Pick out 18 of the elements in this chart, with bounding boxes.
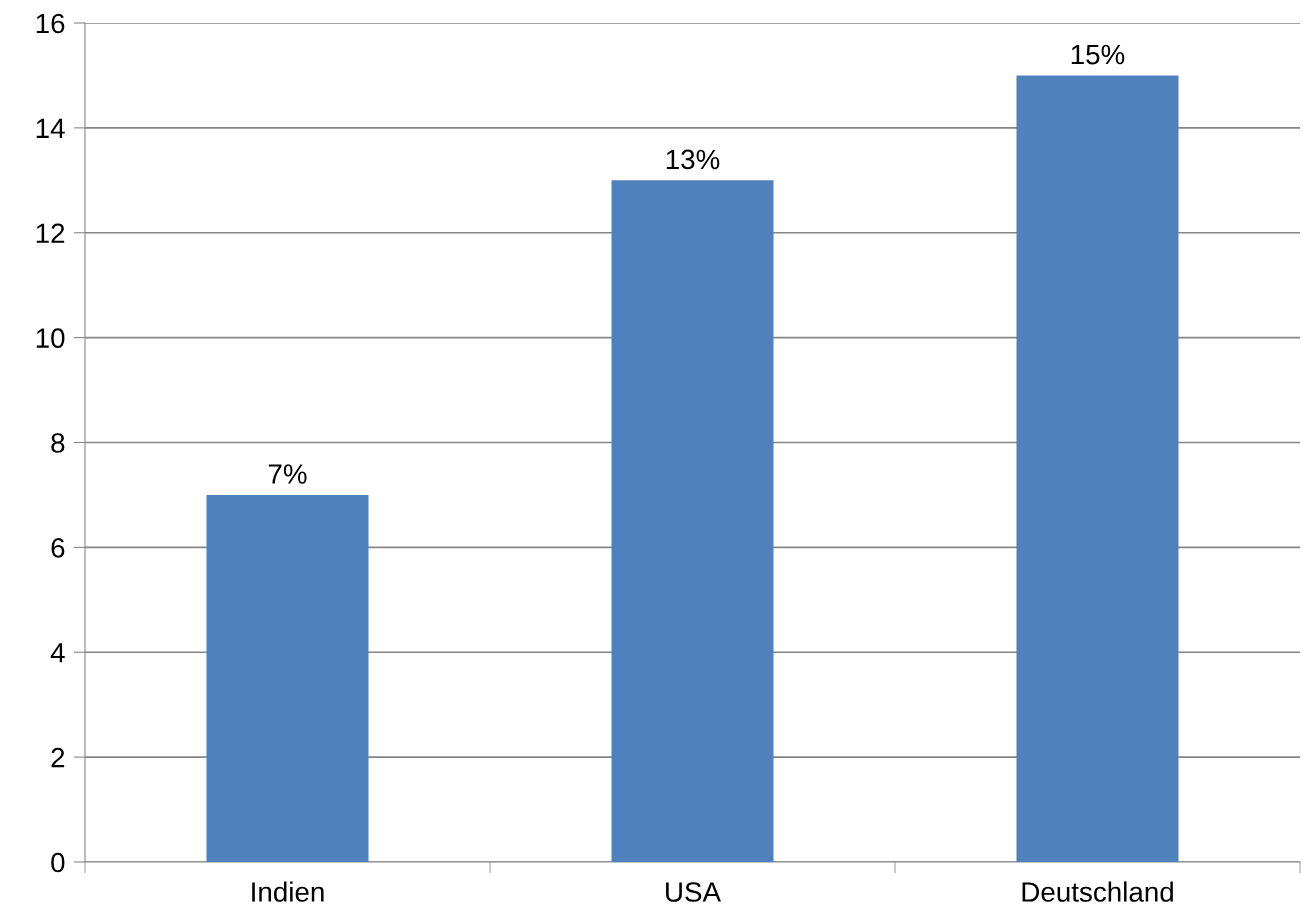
bar [1016,75,1179,862]
y-tick-label: 2 [51,747,65,768]
y-tick-label: 6 [51,538,65,558]
bar [611,180,774,862]
x-tick-label: Indien [252,881,324,902]
data-label: 13% [666,149,720,170]
bar [206,494,369,862]
y-tick-label: 0 [51,852,65,873]
y-tick-label: 8 [51,433,65,453]
y-tick-label: 10 [36,328,65,348]
y-tick-label: 4 [50,643,65,663]
y-tick-label: 16 [36,13,65,34]
y-tick-label: 14 [36,118,65,138]
y-tick-label: 12 [36,223,65,243]
data-label: 7% [268,464,307,484]
x-tick-label: Deutschland [1022,881,1173,902]
data-label: 15% [1071,44,1125,65]
x-tick-label: USA [666,882,721,902]
